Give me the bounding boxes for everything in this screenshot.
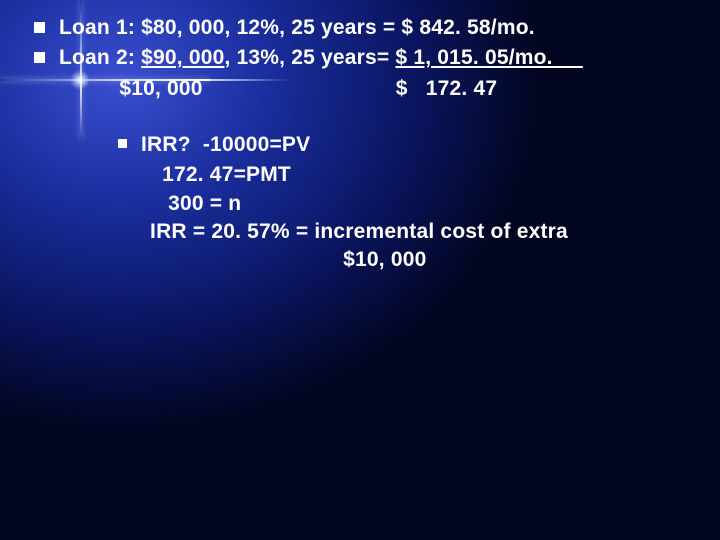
bullet-icon [34,52,45,63]
irr-heading-row: IRR? -10000=PV [118,131,700,159]
loan1-text: Loan 1: $80, 000, 12%, 25 years = $ 842.… [59,14,535,42]
irr-line2: 172. 47=PMT [144,161,700,189]
irr-line1: -10000=PV [191,131,311,159]
loan2-text: Loan 2: $90, 000, 13%, 25 years= $ 1, 01… [59,44,583,72]
content-block: Loan 1: $80, 000, 12%, 25 years = $ 842.… [34,14,700,275]
irr-line5: $10, 000 [144,246,700,274]
irr-block: IRR? -10000=PV 172. 47=PMT 300 = n IRR =… [118,131,700,275]
bullet-icon [34,22,45,33]
irr-line4: IRR = 20. 57% = incremental cost of extr… [144,218,700,246]
slide: Loan 1: $80, 000, 12%, 25 years = $ 842.… [0,0,720,540]
bullet-icon [118,139,127,148]
irr-line3: 300 = n [144,190,700,218]
irr-lines: 172. 47=PMT 300 = n IRR = 20. 57% = incr… [144,161,700,274]
bullet-row-loan1: Loan 1: $80, 000, 12%, 25 years = $ 842.… [34,14,700,42]
diff-row: $10, 000 $ 172. 47 [59,75,700,103]
diff-text: $10, 000 $ 172. 47 [59,75,497,103]
bullet-row-loan2: Loan 2: $90, 000, 13%, 25 years= $ 1, 01… [34,44,700,72]
irr-label: IRR? [141,131,191,159]
